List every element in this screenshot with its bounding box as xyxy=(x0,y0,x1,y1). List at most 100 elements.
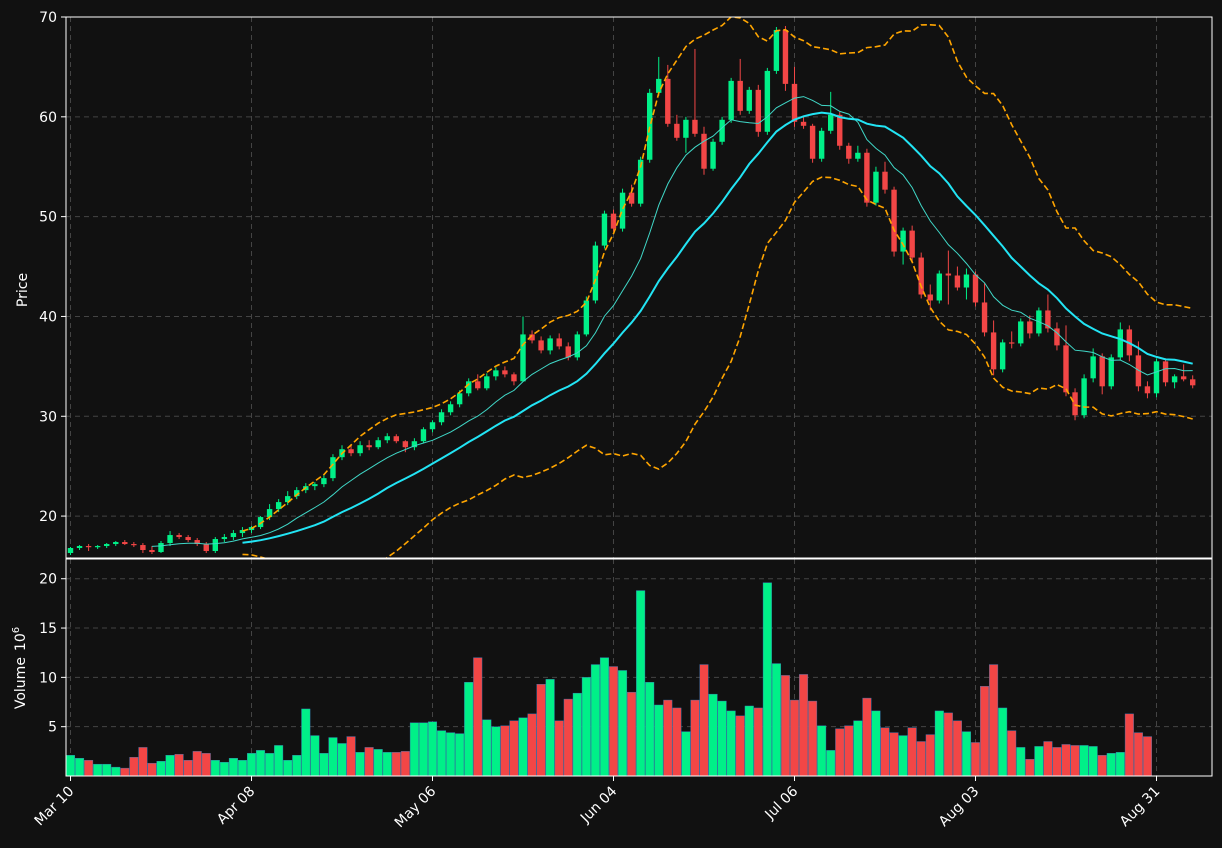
candle-body xyxy=(94,546,101,548)
candle-body xyxy=(855,152,861,159)
candle-body xyxy=(285,496,291,503)
volume-bar xyxy=(1115,752,1125,777)
candle-body xyxy=(818,130,825,159)
volume-bar xyxy=(880,727,890,777)
candle-body xyxy=(619,192,626,229)
volume-bar xyxy=(437,730,447,777)
candle-body xyxy=(918,257,924,295)
volume-bar xyxy=(799,674,809,777)
candle-body xyxy=(565,346,571,358)
candle-body xyxy=(312,484,318,487)
candle-body xyxy=(321,478,327,485)
volume-bar xyxy=(672,707,682,777)
candle-body xyxy=(538,340,544,351)
candle-body xyxy=(438,412,445,423)
candle-body xyxy=(647,92,653,160)
candle-body xyxy=(393,436,399,442)
volume-y-ticks: 5 10 15 20 xyxy=(39,572,66,736)
volume-bar xyxy=(762,582,772,777)
candle-body xyxy=(1171,376,1178,383)
candle-body xyxy=(1144,386,1151,394)
volume-bar xyxy=(835,728,845,777)
volume-bar xyxy=(654,704,664,777)
candle-body xyxy=(1190,379,1196,386)
volume-bar xyxy=(645,682,655,777)
candle-body xyxy=(999,342,1006,370)
volume-bar xyxy=(862,697,872,777)
candle-body xyxy=(221,537,228,540)
volume-bar xyxy=(120,767,130,777)
volume-bar xyxy=(446,732,456,777)
candle-body xyxy=(837,114,843,146)
price-tick-label: 20 xyxy=(39,509,57,525)
candle-body xyxy=(493,370,499,377)
volume-bar xyxy=(265,753,275,777)
volume-bar xyxy=(952,720,962,777)
volume-grid xyxy=(66,559,1212,776)
candle-body xyxy=(456,393,463,405)
volume-bar xyxy=(735,715,745,777)
price-frame xyxy=(65,16,1213,559)
candle-body xyxy=(701,133,707,169)
candle-body xyxy=(140,545,146,551)
volume-bar xyxy=(907,727,917,777)
candle-body xyxy=(194,540,200,545)
candle-body xyxy=(375,440,381,448)
candle-body xyxy=(76,546,83,549)
volume-bar xyxy=(328,737,338,777)
candle-body xyxy=(846,145,852,159)
candle-body xyxy=(402,441,409,448)
candle-body xyxy=(637,159,644,204)
volume-bars xyxy=(65,582,1152,777)
candle-body xyxy=(728,80,734,120)
candle-body xyxy=(1045,310,1051,329)
candle-body xyxy=(257,517,264,528)
volume-bar xyxy=(174,754,184,777)
volume-bar xyxy=(292,755,302,777)
candle-body xyxy=(981,302,988,333)
candle-body xyxy=(366,445,372,448)
candle-body xyxy=(411,441,418,448)
candle-body xyxy=(592,245,599,301)
volume-bar xyxy=(319,753,329,777)
volume-bar xyxy=(889,732,899,777)
volume-bar xyxy=(391,752,401,777)
volume-bar xyxy=(183,760,193,777)
candle-body xyxy=(628,192,635,204)
volume-bar xyxy=(473,657,483,777)
volume-bar xyxy=(111,766,121,777)
candle-body xyxy=(131,544,137,546)
price-axis-label: Price xyxy=(15,273,31,307)
volume-bar xyxy=(400,751,410,777)
volume-bar xyxy=(428,721,438,777)
volume-bar xyxy=(337,743,347,777)
candle-body xyxy=(484,376,490,389)
volume-bar xyxy=(925,734,935,777)
candle-body xyxy=(1153,361,1160,394)
candle-body xyxy=(1063,345,1069,393)
volume-bar xyxy=(943,712,953,777)
volume-bar xyxy=(808,700,818,777)
volume-bar xyxy=(283,760,293,777)
candle-body xyxy=(348,449,354,454)
volume-bar xyxy=(192,751,202,777)
volume-bar xyxy=(165,755,175,777)
candle-body xyxy=(275,502,282,510)
volume-bar xyxy=(1097,755,1107,777)
candle-body xyxy=(1009,342,1015,344)
volume-bar xyxy=(75,758,85,777)
candle-body xyxy=(185,537,191,541)
candle-body xyxy=(1108,357,1114,387)
volume-bar xyxy=(1124,713,1134,777)
volume-bar xyxy=(753,707,763,777)
candle-body xyxy=(1054,328,1060,346)
candle-body xyxy=(945,273,952,276)
volume-bar xyxy=(572,692,582,777)
candle-body xyxy=(755,89,761,132)
volume-bar xyxy=(989,664,999,777)
candle-body xyxy=(547,338,553,351)
volume-bar xyxy=(744,705,754,777)
volume-bar xyxy=(971,742,981,777)
candle-body xyxy=(1090,356,1096,379)
